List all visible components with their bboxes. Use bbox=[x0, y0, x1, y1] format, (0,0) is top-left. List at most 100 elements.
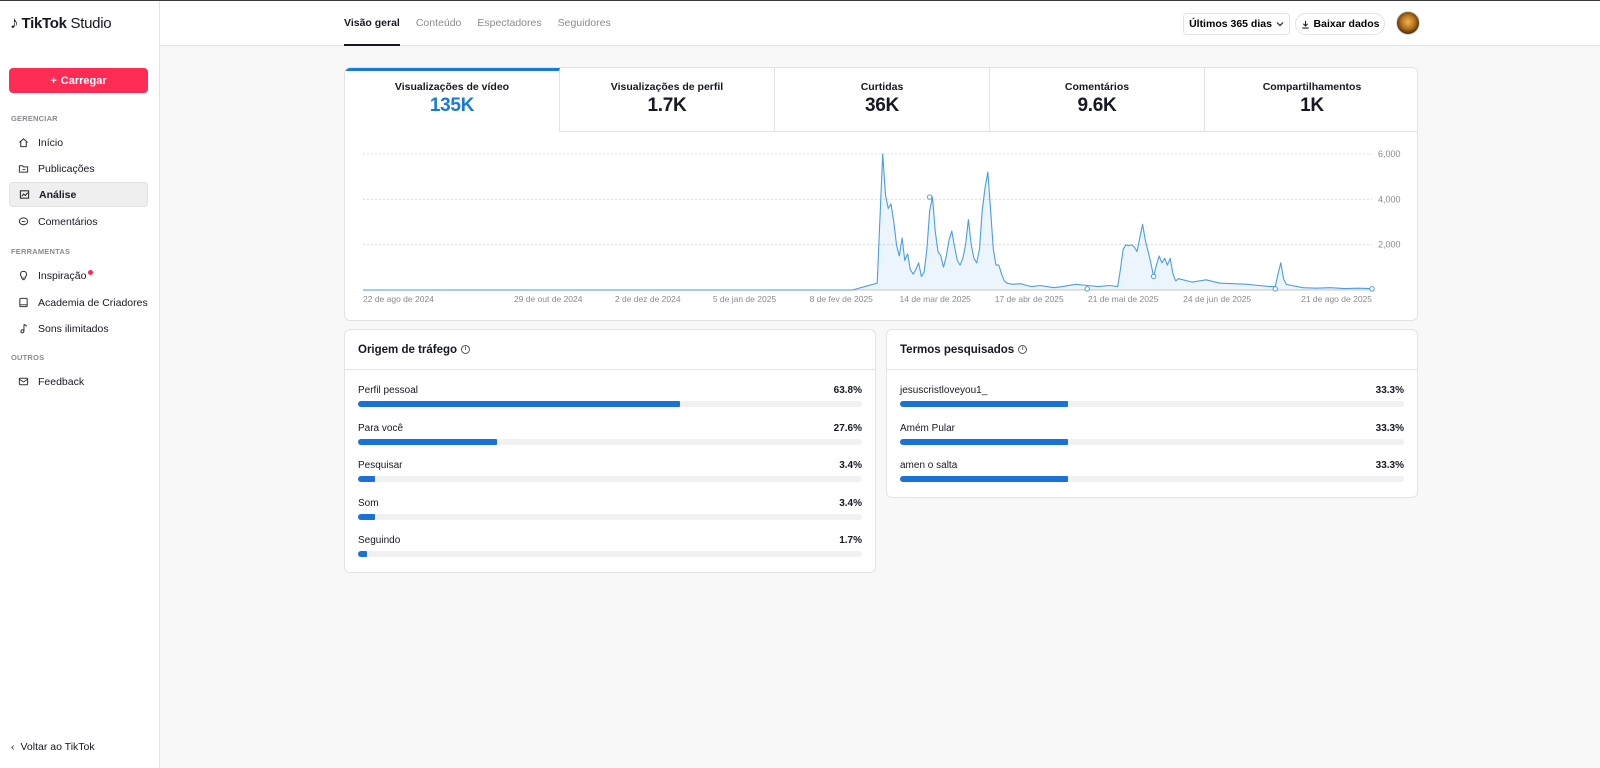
tiktok-studio-logo[interactable]: ♪ TikTok Studio bbox=[10, 14, 112, 32]
metric-value: 1K bbox=[1300, 95, 1324, 116]
metric-tabs: Visualizações de vídeo 135K Visualizaçõe… bbox=[345, 68, 1417, 132]
sidebar-item-unlimited-sounds[interactable]: Sons ilimitados bbox=[9, 316, 148, 341]
search-terms-list: jesuscristloveyou1_ 33.3% Amém Pular 33.3% a… bbox=[887, 370, 1417, 497]
progress-track bbox=[358, 438, 862, 445]
row-label: jesuscristloveyou1_ bbox=[900, 385, 988, 396]
tab-overview[interactable]: Visão geral bbox=[344, 1, 400, 46]
info-icon[interactable]: i bbox=[461, 345, 471, 354]
plus-icon: + bbox=[50, 74, 57, 87]
list-item: Para você 27.6% bbox=[345, 408, 875, 446]
sidebar-item-label: Análise bbox=[39, 188, 77, 201]
list-item: amen o salta 33.3% bbox=[887, 445, 1417, 483]
row-value: 3.4% bbox=[839, 497, 862, 509]
tab-content[interactable]: Conteúdo bbox=[415, 17, 462, 29]
data-point-marker bbox=[1150, 273, 1157, 280]
sidebar-item-posts[interactable]: Publicações bbox=[9, 156, 148, 181]
row-label: Pesquisar bbox=[358, 460, 403, 472]
upload-button[interactable]: + Carregar bbox=[9, 68, 148, 93]
sidebar-item-comments[interactable]: Comentários bbox=[9, 209, 148, 234]
metric-likes[interactable]: Curtidas 36K bbox=[775, 68, 990, 132]
row-label: Para você bbox=[358, 422, 404, 434]
progress-track bbox=[358, 551, 862, 558]
progress-fill bbox=[900, 438, 1068, 445]
row-value: 63.8% bbox=[833, 385, 862, 396]
card-title: Termos pesquisados i bbox=[887, 330, 1417, 370]
folder-icon bbox=[18, 165, 29, 173]
metric-value: 9.6K bbox=[1077, 95, 1117, 116]
list-item: Amém Pular 33.3% bbox=[887, 408, 1417, 446]
chevron-left-icon: ‹ bbox=[11, 741, 15, 753]
x-tick-label: 14 de mar de 2025 bbox=[900, 294, 972, 304]
metric-label: Compartilhamentos bbox=[1262, 81, 1362, 93]
metric-label: Visualizações de vídeo bbox=[394, 81, 510, 93]
x-tick-label: 24 de jun de 2025 bbox=[1183, 294, 1251, 304]
progress-fill bbox=[358, 401, 680, 407]
row-value: 33.3% bbox=[1375, 460, 1404, 472]
row-value: 33.3% bbox=[1375, 422, 1404, 434]
metric-label: Curtidas bbox=[860, 81, 904, 93]
row-value: 27.6% bbox=[833, 422, 862, 434]
sidebar-item-creator-academy[interactable]: Academia de Criadores bbox=[9, 290, 148, 315]
avatar[interactable] bbox=[1396, 11, 1420, 35]
chart-icon bbox=[19, 190, 30, 199]
chevron-down-icon bbox=[1276, 22, 1284, 27]
traffic-source-card: Origem de tráfego i Perfil pessoal 63.8% P… bbox=[344, 329, 876, 573]
back-link-label: Voltar ao TikTok bbox=[20, 741, 95, 753]
row-label: Seguindo bbox=[358, 535, 401, 547]
sidebar-item-label: Início bbox=[38, 136, 64, 149]
data-point-marker bbox=[1272, 286, 1278, 292]
list-item: Som 3.4% bbox=[345, 483, 875, 521]
bulb-icon bbox=[19, 270, 28, 281]
metric-label: Visualizações de perfil bbox=[610, 81, 724, 93]
comment-icon bbox=[18, 217, 29, 226]
metric-video-views[interactable]: Visualizações de vídeo 135K bbox=[345, 68, 560, 132]
video-views-chart[interactable]: 6,000 4,000 2,000 22 de ago de 2024 29 de ou… bbox=[345, 132, 1418, 321]
sidebar-item-label: Inspiração bbox=[38, 269, 87, 282]
notification-dot bbox=[88, 270, 94, 275]
tab-viewers[interactable]: Espectadores bbox=[477, 17, 542, 29]
download-data-button[interactable]: Baixar dados bbox=[1295, 13, 1385, 35]
music-icon bbox=[20, 323, 28, 334]
progress-fill bbox=[358, 476, 376, 483]
date-range-select[interactable]: Últimos 365 dias bbox=[1183, 13, 1290, 35]
row-value: 33.3% bbox=[1375, 385, 1404, 396]
sidebar-item-inspiration[interactable]: Inspiração bbox=[9, 263, 148, 288]
progress-track bbox=[358, 476, 862, 483]
row-label: Perfil pessoal bbox=[358, 385, 419, 396]
tab-followers[interactable]: Seguidores bbox=[557, 17, 611, 29]
list-item: Perfil pessoal 63.8% bbox=[345, 370, 875, 408]
traffic-list: Perfil pessoal 63.8% Para você 27.6% Pesquis… bbox=[345, 370, 875, 572]
sidebar-item-feedback[interactable]: Feedback bbox=[9, 369, 148, 394]
row-label: Amém Pular bbox=[900, 422, 956, 434]
progress-track bbox=[900, 476, 1404, 483]
y-tick-label: 6,000 bbox=[1378, 149, 1401, 159]
window-top-border bbox=[0, 0, 1600, 1]
sidebar-item-analytics[interactable]: Análise bbox=[9, 182, 148, 207]
y-tick-label: 4,000 bbox=[1378, 194, 1401, 204]
x-tick-label: 5 de jan de 2025 bbox=[713, 294, 777, 304]
sidebar: ♪ TikTok Studio + Carregar GERENCIAR Iní… bbox=[0, 1, 160, 768]
home-icon bbox=[19, 138, 28, 148]
progress-fill bbox=[358, 438, 498, 445]
sidebar-item-home[interactable]: Início bbox=[9, 130, 148, 155]
sidebar-item-label: Sons ilimitados bbox=[38, 322, 109, 335]
progress-track bbox=[358, 401, 862, 407]
metric-shares[interactable]: Compartilhamentos 1K bbox=[1205, 68, 1417, 132]
list-item: Pesquisar 3.4% bbox=[345, 445, 875, 483]
progress-fill bbox=[900, 476, 1068, 483]
metric-label: Comentários bbox=[1064, 81, 1130, 93]
info-icon[interactable]: i bbox=[1018, 345, 1028, 354]
brand-name: TikTok Studio bbox=[21, 14, 112, 32]
row-value: 1.7% bbox=[839, 535, 862, 547]
series-line bbox=[363, 153, 1373, 291]
back-to-tiktok-link[interactable]: ‹ Voltar ao TikTok bbox=[11, 741, 95, 753]
book-icon bbox=[19, 297, 28, 308]
metric-comments[interactable]: Comentários 9.6K bbox=[990, 68, 1205, 132]
section-label-tools: FERRAMENTAS bbox=[11, 247, 71, 256]
row-value: 3.4% bbox=[839, 460, 862, 472]
data-point-marker bbox=[1084, 286, 1090, 292]
progress-track bbox=[358, 513, 862, 520]
metric-profile-views[interactable]: Visualizações de perfil 1.7K bbox=[560, 68, 775, 132]
row-label: amen o salta bbox=[900, 460, 958, 472]
x-tick-label: 21 de ago de 2025 bbox=[1301, 294, 1372, 304]
